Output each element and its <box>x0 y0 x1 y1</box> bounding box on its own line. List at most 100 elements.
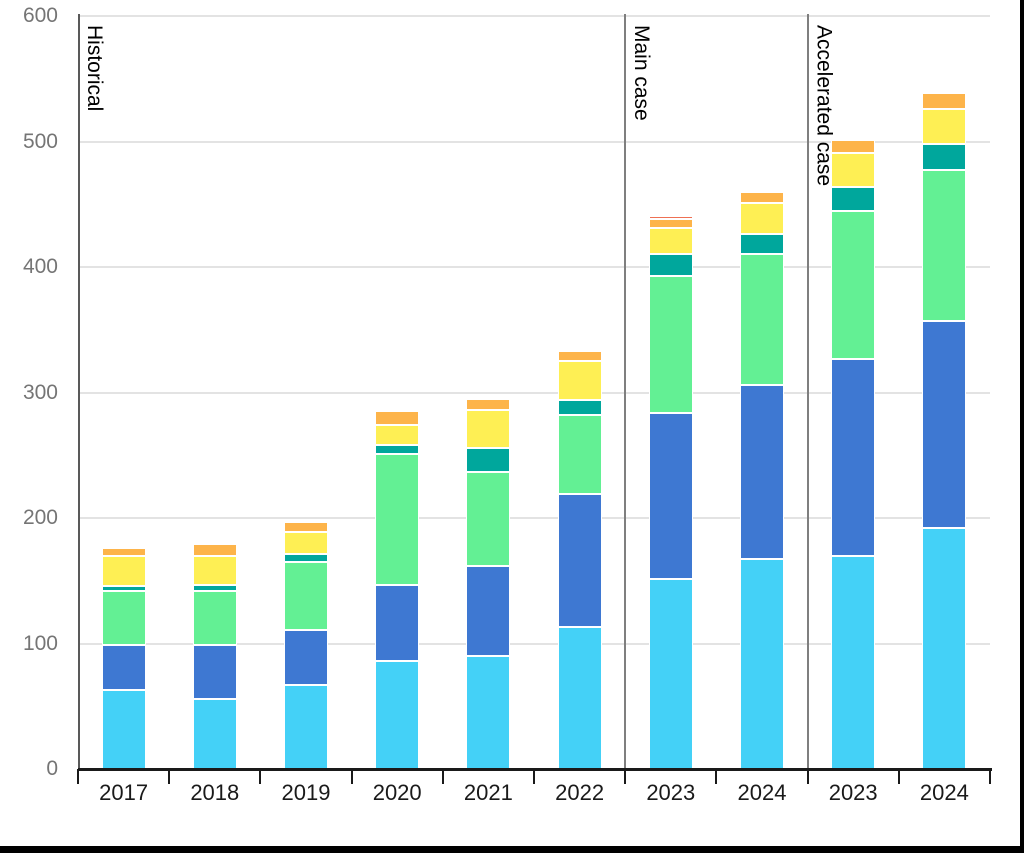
x-axis-tick <box>989 769 991 784</box>
gridline-500 <box>78 140 990 143</box>
y-tick-label-400: 400 <box>22 255 58 278</box>
x-tick-label: 2022 <box>555 780 605 805</box>
orange-segment <box>831 140 876 153</box>
x-axis-tick <box>806 769 809 784</box>
blue-segment <box>192 644 237 699</box>
yellow-segment <box>831 152 876 187</box>
yellow-segment <box>740 202 784 235</box>
light-blue-segment <box>740 559 784 769</box>
x-tick-label: 2024 <box>737 780 787 805</box>
blue-segment <box>284 629 328 685</box>
light-blue-segment <box>922 528 967 769</box>
yellow-segment <box>466 410 511 448</box>
orange-segment <box>375 411 420 426</box>
x-tick-label: 2019 <box>281 780 331 805</box>
x-axis-tick <box>624 769 627 784</box>
blue-segment <box>922 320 967 529</box>
orange-segment <box>648 219 693 229</box>
teal-segment <box>922 144 967 171</box>
x-axis-tick <box>350 769 353 784</box>
teal-segment <box>648 254 693 276</box>
red-segment <box>648 215 693 220</box>
y-tick-label-500: 500 <box>22 129 58 153</box>
teal-segment <box>101 585 146 591</box>
teal-segment <box>831 186 876 211</box>
green-segment <box>192 590 237 645</box>
teal-segment <box>192 584 237 591</box>
yellow-segment <box>557 361 602 401</box>
yellow-segment <box>284 531 328 555</box>
x-axis-tick <box>259 769 262 784</box>
yellow-segment <box>648 228 693 255</box>
gridline-300 <box>78 391 990 394</box>
section-label: Accelerated case <box>812 25 836 187</box>
section-divider-1 <box>624 14 627 769</box>
x-tick-label: 2024 <box>919 780 969 805</box>
x-tick-label: 2021 <box>463 780 513 805</box>
y-tick-label-300: 300 <box>22 380 58 404</box>
orange-segment <box>740 191 784 203</box>
light-blue-segment <box>192 698 237 769</box>
gridline-400 <box>78 266 990 268</box>
y-axis-line <box>78 14 80 769</box>
yellow-segment <box>922 108 967 144</box>
x-axis-tick <box>441 769 444 784</box>
green-segment <box>466 471 511 566</box>
green-segment <box>831 210 876 359</box>
frame-border-bottom <box>0 846 1024 853</box>
yellow-segment <box>101 555 146 586</box>
x-axis-tick <box>168 769 171 784</box>
light-blue-segment <box>557 627 602 769</box>
green-segment <box>740 254 784 385</box>
section-label: Historical <box>83 25 106 112</box>
blue-segment <box>466 565 511 657</box>
yellow-segment <box>192 555 237 585</box>
blue-segment <box>740 384 784 560</box>
green-segment <box>284 561 328 630</box>
light-blue-segment <box>831 555 876 769</box>
green-segment <box>375 453 420 585</box>
orange-segment <box>284 521 328 532</box>
y-tick-label-0: 0 <box>46 757 58 780</box>
gridline-600 <box>78 15 990 17</box>
blue-segment <box>831 358 876 556</box>
orange-segment <box>466 398 511 411</box>
green-segment <box>101 590 146 645</box>
y-tick-label-100: 100 <box>22 631 58 655</box>
light-blue-segment <box>466 656 511 769</box>
teal-segment <box>466 447 511 472</box>
orange-segment <box>922 92 967 109</box>
y-tick-label-200: 200 <box>22 506 58 529</box>
teal-segment <box>557 400 602 416</box>
x-tick-label: 2023 <box>646 780 696 805</box>
x-axis-tick <box>715 769 718 784</box>
blue-segment <box>648 412 693 580</box>
x-axis-tick <box>897 769 900 784</box>
x-axis-line <box>78 768 992 771</box>
x-tick-label: 2020 <box>372 780 422 805</box>
x-tick-label: 2018 <box>190 780 240 805</box>
teal-segment <box>740 234 784 255</box>
yellow-segment <box>375 425 420 446</box>
section-label: Main case <box>630 25 654 121</box>
x-tick-label: 2017 <box>99 780 149 805</box>
blue-segment <box>375 584 420 662</box>
green-segment <box>557 415 602 495</box>
teal-segment <box>284 554 328 562</box>
y-tick-label-600: 600 <box>22 4 58 27</box>
x-axis-tick <box>77 769 79 784</box>
teal-segment <box>375 445 420 454</box>
blue-segment <box>557 494 602 628</box>
blue-segment <box>101 644 146 690</box>
frame-border-right <box>1020 0 1024 853</box>
green-segment <box>922 170 967 321</box>
gridline-100 <box>78 642 990 645</box>
section-divider-2 <box>806 14 809 769</box>
x-tick-label: 2023 <box>828 780 878 805</box>
light-blue-segment <box>284 684 328 769</box>
x-axis-tick <box>533 769 535 784</box>
orange-segment <box>192 544 237 556</box>
light-blue-segment <box>375 661 420 769</box>
light-blue-segment <box>648 579 693 769</box>
